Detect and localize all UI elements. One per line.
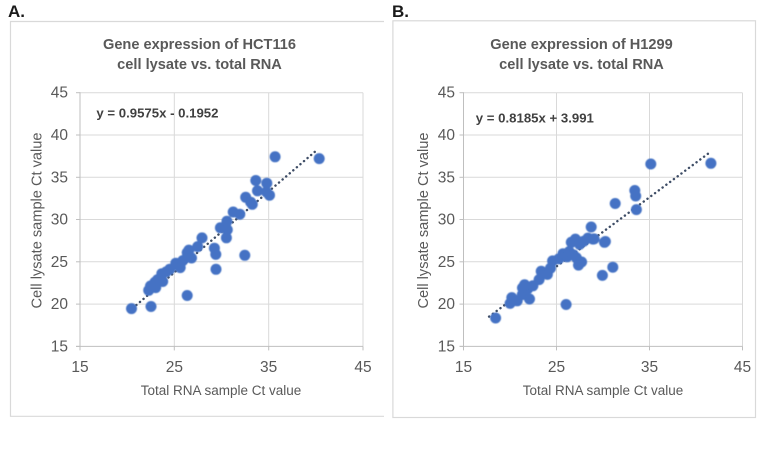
svg-text:45: 45 [354,359,371,376]
svg-text:30: 30 [438,212,456,229]
svg-text:Total RNA sample Ct value: Total RNA sample Ct value [141,383,302,398]
svg-text:B.: B. [392,2,409,21]
svg-text:40: 40 [51,127,69,144]
svg-text:40: 40 [438,127,456,144]
svg-text:45: 45 [51,85,68,102]
svg-text:Total RNA sample Ct value: Total RNA sample Ct value [523,383,684,398]
svg-text:20: 20 [438,296,456,313]
svg-text:15: 15 [438,338,455,355]
svg-text:A.: A. [8,2,25,21]
svg-text:Gene expression of HCT116: Gene expression of HCT116 [103,37,296,53]
svg-text:y = 0.9575x - 0.1952: y = 0.9575x - 0.1952 [96,106,218,121]
svg-text:cell lysate vs. total RNA: cell lysate vs. total RNA [117,57,282,73]
svg-text:45: 45 [734,359,751,376]
svg-text:15: 15 [51,338,68,355]
svg-text:15: 15 [455,359,472,376]
svg-text:35: 35 [641,359,658,376]
svg-text:25: 25 [438,254,455,271]
svg-text:Gene expression of H1299: Gene expression of H1299 [490,37,673,53]
svg-text:Cell lysate sample Ct value: Cell lysate sample Ct value [30,132,46,308]
svg-text:25: 25 [166,359,183,376]
svg-text:20: 20 [51,296,69,313]
svg-text:35: 35 [438,169,455,186]
svg-text:25: 25 [51,254,68,271]
svg-text:Cell lysate sample Ct value: Cell lysate sample Ct value [416,132,432,308]
svg-text:30: 30 [51,212,69,229]
svg-text:25: 25 [548,359,565,376]
svg-text:45: 45 [438,85,455,102]
svg-text:35: 35 [51,169,68,186]
svg-text:15: 15 [71,359,88,376]
svg-text:35: 35 [260,359,277,376]
svg-text:cell lysate vs. total RNA: cell lysate vs. total RNA [499,57,664,73]
svg-text:y = 0.8185x + 3.991: y = 0.8185x + 3.991 [476,111,594,126]
